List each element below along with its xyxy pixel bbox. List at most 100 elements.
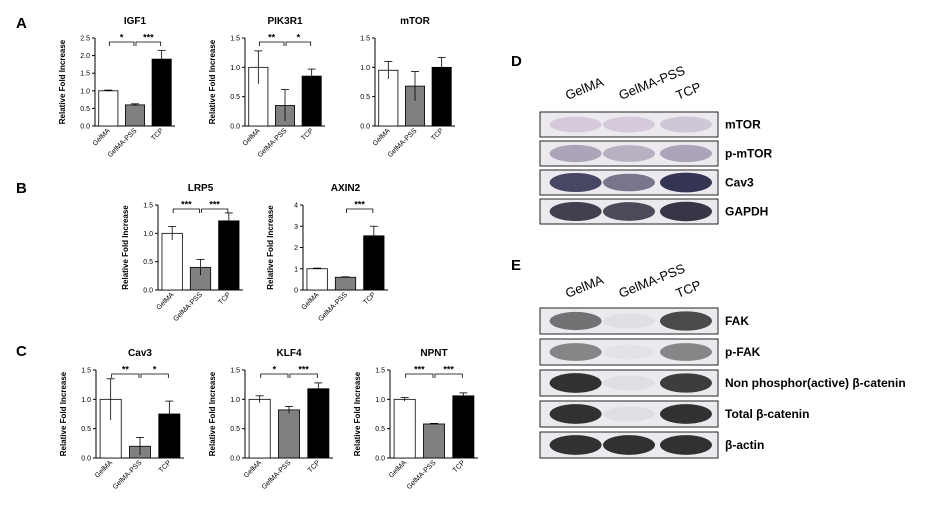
bar-charts: IGF1 Relative Fold Increase 0.0 0.5 1.0 1.5 2.… (58, 16, 478, 491)
blot-band (549, 172, 602, 193)
blot-band (659, 311, 712, 331)
y-axis-label: Relative Fold Increase (59, 371, 68, 456)
significance-label: *** (143, 33, 154, 43)
bar-gelma (98, 90, 119, 127)
blot-row-label: Total β-catenin (725, 407, 809, 421)
blot-row-label: mTOR (725, 118, 761, 132)
significance-bracket (108, 41, 135, 46)
y-axis-label: Relative Fold Increase (208, 39, 217, 124)
x-category-label: GelMA (372, 127, 392, 147)
blot-band (549, 435, 602, 455)
panel-letter-c: C (16, 343, 27, 360)
significance-bracket (289, 373, 318, 378)
y-tick-label: 0.0 (230, 456, 240, 463)
y-tick-label: 1.0 (81, 397, 91, 404)
chart-klf4: KLF4 Relative Fold Increase 0.0 0.5 1.0 1.5 Ge… (208, 348, 333, 491)
significance-bracket (405, 373, 434, 378)
y-tick-label: 0.0 (375, 456, 385, 463)
chart-title: mTOR (400, 16, 431, 27)
panel-letter-d: D (511, 53, 522, 70)
y-tick-label: 1.0 (80, 88, 90, 95)
x-category-label: TCP (217, 291, 232, 306)
x-category-label: GelMA (94, 459, 114, 479)
blot-column-label: TCP (673, 79, 703, 103)
significance-label: *** (414, 365, 425, 375)
significance-label: *** (354, 200, 365, 210)
blot-band (603, 313, 655, 329)
x-category-label: GelMA-PSS (107, 127, 139, 159)
x-category-label: GelMA-PSS (257, 127, 289, 159)
blot-row-label: β-actin (725, 438, 764, 452)
blot-row-label: FAK (725, 314, 749, 328)
y-tick-label: 1.0 (230, 65, 240, 72)
x-category-label: GelMA (155, 291, 175, 311)
y-tick-label: 4 (294, 203, 298, 210)
blot-band (659, 435, 712, 455)
x-category-label: TCP (430, 127, 445, 142)
y-tick-label: 0.5 (230, 94, 240, 101)
significance-bracket (285, 41, 312, 46)
chart-title: NPNT (420, 348, 447, 359)
x-category-label: GelMA-PSS (387, 127, 419, 159)
y-tick-label: 0.5 (80, 106, 90, 113)
blot-row-label: p-FAK (725, 345, 761, 359)
significance-bracket (346, 208, 374, 213)
x-category-label: TCP (158, 459, 173, 474)
x-category-label: TCP (452, 459, 467, 474)
bar-gelma-pss (125, 104, 146, 127)
chart-title: Cav3 (128, 348, 152, 359)
y-tick-label: 1.0 (230, 397, 240, 404)
y-tick-label: 0.0 (360, 124, 370, 131)
significance-bracket (140, 373, 169, 378)
x-category-label: GelMA (92, 127, 112, 147)
blot-row-label: Cav3 (725, 176, 754, 190)
y-tick-label: 0.5 (230, 426, 240, 433)
significance-bracket (111, 373, 140, 378)
blot-column-label: GelMA (563, 74, 606, 103)
x-category-label: GelMA-PSS (406, 459, 438, 491)
y-axis-label: Relative Fold Increase (208, 371, 217, 456)
y-axis-label: Relative Fold Increase (58, 39, 67, 124)
significance-label: * (120, 33, 124, 43)
bar-gelma-pss (334, 276, 357, 291)
significance-label: *** (443, 365, 454, 375)
chart-axin2: AXIN2 Relative Fold Increase 0 1 2 3 4 GelMAGel… (266, 183, 388, 323)
y-tick-label: 0.0 (143, 288, 153, 295)
x-category-label: TCP (300, 127, 315, 142)
blot-band (659, 116, 712, 133)
x-category-label: GelMA (242, 127, 262, 147)
y-tick-label: 1.5 (230, 368, 240, 375)
blot-band (659, 144, 712, 163)
panel-letter-e: E (511, 257, 521, 274)
bar-gelma-pss (423, 423, 445, 459)
y-tick-label: 0.5 (375, 426, 385, 433)
bar-tcp (218, 220, 240, 291)
bar-gelma (393, 398, 416, 459)
chart-title: KLF4 (277, 348, 302, 359)
y-tick-label: 0.0 (230, 124, 240, 131)
blot-row-label: p-mTOR (725, 147, 772, 161)
chart-cav3: Cav3 Relative Fold Increase 0.0 0.5 1.0 1.5 Ge… (59, 348, 184, 491)
y-tick-label: 1.5 (230, 36, 240, 43)
y-tick-label: 1 (294, 266, 298, 273)
western-blots: GelMA GelMA-PSSTCPmTORp-mTORCav3GAPDHGelM… (539, 63, 906, 459)
bar-tcp (307, 388, 330, 459)
bar-gelma (248, 398, 271, 459)
blot-band (659, 201, 712, 222)
bar-tcp (151, 58, 172, 127)
blot-band (603, 116, 655, 133)
y-tick-label: 2 (294, 245, 298, 252)
x-category-label: GelMA (300, 291, 320, 311)
y-tick-label: 2.5 (80, 36, 90, 43)
blot-band (659, 172, 712, 193)
y-tick-label: 1.5 (375, 368, 385, 375)
blot-band (549, 343, 602, 361)
panel-letter-a: A (16, 15, 27, 32)
y-tick-label: 3 (294, 224, 298, 231)
chart-title: IGF1 (124, 16, 147, 27)
blot-band (659, 373, 712, 393)
chart-title: PIK3R1 (267, 16, 302, 27)
y-tick-label: 0.5 (360, 94, 370, 101)
